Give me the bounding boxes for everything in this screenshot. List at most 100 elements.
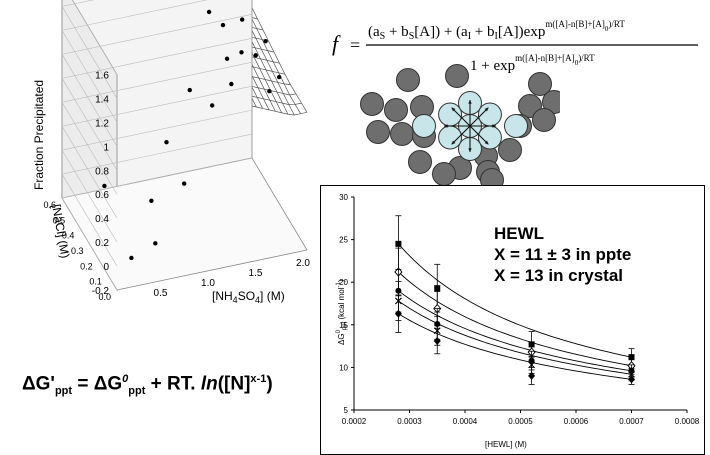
data-point-cross [528,361,535,369]
x-tick-label: 0.0002 [342,417,367,426]
y-tick-label: 10 [339,363,348,372]
surface-frame [61,0,308,292]
x-axis-label: [NH4SO4] (M) [212,289,285,305]
formula-part: = ΔG [72,373,123,395]
hewl-chart: 5 10 15 20 25 30 0.0002 0.0003 0.0004 0.0005 0.000… [320,185,705,455]
formula-part: ln [200,373,218,395]
x-axis-label-part: SO [238,289,255,303]
surface-point [209,103,215,108]
y-tick-label: 0.1 [89,277,102,287]
z-tick-label: 0.4 [95,214,109,225]
surface-point [239,17,245,22]
gray-molecule [432,162,456,186]
data-point-diamond [433,336,441,345]
equation-numerator-part: S [409,31,415,42]
x-tick-label: 0.0008 [675,417,700,426]
data-point-diamond [528,371,536,380]
x-tick-label: 1.0 [201,278,215,289]
delta-g-formula: ΔG'ppt = ΔG0ppt + RT. ln([N]x-1) [22,373,273,397]
equation-denominator-part: m([A]-n[B]+[A] [515,53,575,63]
z-gridline [61,85,253,219]
y-tick-label: 25 [339,236,348,245]
mesh-line [251,7,308,113]
equation-denominator-part: )/RT [578,53,595,63]
z-tick-label: 0 [103,262,109,273]
surface-point [276,74,282,80]
z-axis-ticks: 1.6 1.4 1.2 1 0.8 0.6 0.4 0.2 0 -0.2 [92,71,110,297]
gray-molecule [498,138,522,162]
surface-point [153,241,158,246]
equation-numerator-part: [A])exp [498,24,545,40]
z-tick-label: 0.2 [95,238,109,249]
arrow-head [492,124,496,128]
surface-point [187,87,192,93]
z-gridline [61,157,253,291]
z-tick-label: 0.8 [95,166,109,177]
surface-point [206,9,212,15]
formula-part: + RT. [145,373,201,395]
arrow-head [468,100,472,104]
x-tick-label: 0.0005 [508,417,533,426]
equation-f: f [332,31,341,56]
gray-molecule [528,72,552,96]
mesh-line [245,6,301,114]
equation-numerator-part: + b [385,24,408,40]
equation-equals: = [350,35,360,55]
y-tick-label: 0.3 [71,246,84,256]
equation-numerator-part: m([A]-n[B]+[A] [545,19,605,29]
arrow-head [484,107,489,112]
equation-numerator-part: (a [368,24,380,40]
equation-numerator-part: I [468,31,471,42]
particle-cluster-diagram [360,64,560,192]
equation-numerator: (aS + bS[A]) + (aI + bI[A])expm([A]-n[B]… [368,19,625,42]
formula-part: ([N] [217,373,251,395]
arrow-head [451,140,456,145]
z-tick-label: 1.6 [95,71,109,82]
data-point-diamond [394,309,402,318]
surface-point [129,255,134,261]
formula-part: 0 [122,373,129,385]
x-tick-label: 0.5 [154,288,168,299]
x-axis-label-part: 4 [255,295,260,305]
arrow-head [451,107,456,112]
surface-point [263,39,268,44]
formula-part: ΔG' [22,373,55,395]
surface-point [149,198,154,204]
equation-denominator: 1 + expm([A]-n[B]+[A]0)/RT [470,53,595,74]
z-tick-label: -0.2 [92,286,110,297]
equation-denominator-part: 0 [575,59,579,67]
z-gridline [61,133,253,267]
y-tick-label: 0.2 [80,261,93,271]
z-tick-label: 0.6 [95,190,109,201]
gray-molecule [396,68,420,92]
precipitation-equation: f = (aS + bS[A]) + (aI + bI[A])expm([A]-… [320,0,705,90]
z-gridline [61,37,253,171]
y-tick-label: 0.6 [43,200,56,210]
arrow-line [469,125,489,145]
y-tick-label: 0.0 [98,292,111,302]
x-axis-label-part: ] (M) [260,289,285,303]
gray-molecule [445,64,469,88]
surface-point [239,50,244,55]
x-axis-label-part: 4 [233,295,238,305]
surface-point [220,22,226,28]
gray-molecule [390,122,414,146]
y-tick-label: 5 [344,406,349,415]
chart-y-label-part: 0 [336,329,342,333]
surface-point [267,88,272,94]
chart-x-label: [HEWL] (M) [485,440,527,449]
surface-point [181,181,187,186]
chart-axes: 5 10 15 20 25 30 0.0002 0.0003 0.0004 0.0005 0.000… [339,193,700,426]
z-gridline [61,109,253,243]
equation-graphic: f = (aS + bS[A]) + (aI + bI[A])expm([A]-… [332,19,698,74]
arrow-head [468,148,472,152]
surface-point [102,183,107,189]
data-point-square [628,354,635,361]
arrow-line [451,107,471,127]
equation-numerator-part: )/RT [608,19,625,29]
annotation-line-1: HEWL [494,224,544,243]
data-point-square [434,285,441,292]
surface-data-points [102,9,282,261]
formula-part: x-1 [250,373,267,385]
x-tick-label: 0.0007 [619,417,644,426]
